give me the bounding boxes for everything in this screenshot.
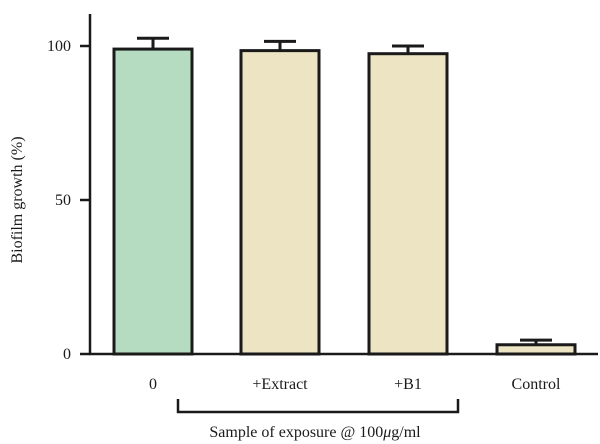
bar-3	[495, 343, 577, 356]
bar-0	[112, 47, 194, 356]
y-tick-label-2: 100	[47, 38, 71, 55]
x-tick-label-3: Control	[512, 376, 561, 393]
x-tick-label-1: +Extract	[252, 376, 308, 393]
y-tick-label-0: 0	[63, 346, 71, 363]
x-axis-label-mu: μ	[382, 424, 391, 441]
x-tick-label-2: +B1	[394, 376, 422, 393]
bars-group	[112, 47, 577, 356]
x-axis-label-prefix: Sample of exposure @ 100	[209, 424, 383, 441]
y-ticks-group: 0 50 100	[47, 38, 90, 363]
x-tick-labels-group: 0 +Extract +B1 Control	[149, 376, 561, 393]
error-bars-group	[137, 36, 552, 345]
group-bracket	[176, 399, 460, 414]
x-axis-label-suffix: g/ml	[391, 424, 421, 441]
bar-2	[367, 52, 449, 356]
x-tick-label-0: 0	[149, 376, 157, 393]
x-axis-label: Sample of exposure @ 100μg/ml	[209, 424, 421, 441]
bar-1	[239, 49, 321, 356]
y-axis-label: Biofilm growth (%)	[9, 136, 26, 263]
y-tick-label-1: 50	[55, 192, 71, 209]
